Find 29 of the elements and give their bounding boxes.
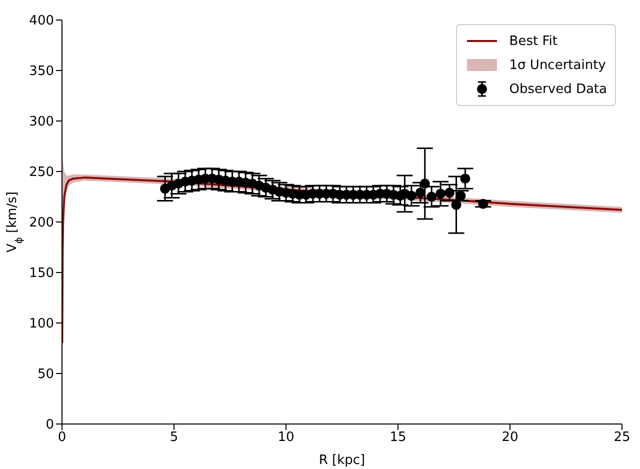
legend-label: Best Fit	[509, 34, 558, 48]
y-tick-label: 200	[29, 216, 54, 231]
y-tick-label: 50	[37, 367, 54, 382]
y-tick-label: 400	[29, 14, 54, 29]
point	[406, 190, 416, 201]
point	[444, 188, 455, 198]
point	[460, 174, 470, 184]
point	[456, 190, 466, 201]
y-tick-label: 350	[29, 64, 54, 80]
x-tick-label: 20	[502, 430, 518, 446]
annotation: 1σ Uncertainty	[509, 58, 606, 72]
line-series	[62, 176, 622, 344]
x-tick-label: 0	[58, 430, 66, 446]
point	[478, 198, 488, 209]
y-tick-label: 0	[46, 418, 54, 433]
x-axis-title: R [kpc]	[318, 453, 366, 468]
x-tick-label: 15	[390, 430, 406, 446]
y-tick-label: 300	[29, 114, 54, 130]
legend-label: Observed Data	[509, 82, 607, 96]
x-tick-label: 25	[614, 430, 630, 446]
y-tick-label: 100	[29, 316, 54, 332]
point	[420, 178, 430, 189]
y-tick-label: 250	[29, 165, 54, 180]
y-tick-label: 150	[29, 266, 54, 282]
x-tick-label: 10	[278, 430, 294, 446]
point	[415, 188, 426, 198]
point	[426, 192, 437, 202]
point	[436, 188, 446, 199]
x-tick-label: 5	[170, 430, 178, 446]
